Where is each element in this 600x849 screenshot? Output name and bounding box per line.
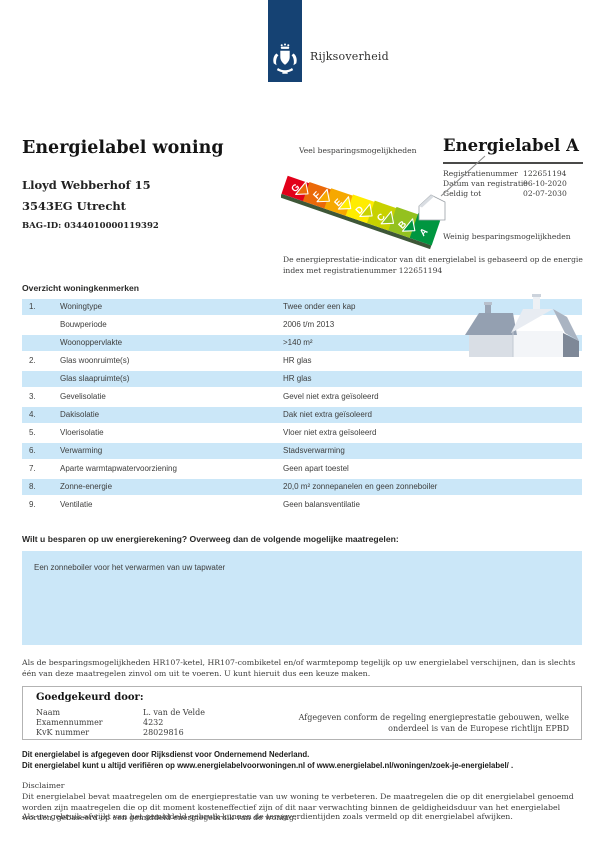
registration-value: 06-10-2020 bbox=[523, 179, 567, 188]
row-label: Vloerisolatie bbox=[60, 428, 104, 437]
svg-text:F: F bbox=[311, 190, 323, 202]
table-row: Woonoppervlakte >140 m² bbox=[22, 335, 582, 351]
registration-label: Geldig tot bbox=[443, 189, 482, 198]
row-label: Ventilatie bbox=[60, 500, 93, 509]
address-line-2: 3543EG Utrecht bbox=[22, 199, 126, 213]
row-number: 7. bbox=[29, 464, 36, 473]
semi-detached-house-illustration bbox=[465, 294, 579, 357]
callout-line bbox=[440, 155, 486, 197]
small-house-on-label-icon bbox=[418, 194, 446, 221]
row-number: 6. bbox=[29, 446, 36, 455]
registration-row: Geldig tot 02-07-2030 bbox=[443, 189, 593, 199]
approval-field: Naam L. van de Velde bbox=[36, 708, 296, 718]
row-number: 3. bbox=[29, 392, 36, 401]
row-number: 4. bbox=[29, 410, 36, 419]
table-row: 3. Gevelisolatie Gevel niet extra geïsolee… bbox=[22, 389, 582, 405]
row-value: HR glas bbox=[283, 374, 312, 383]
measures-box: Een zonneboiler voor het verwarmen van u… bbox=[22, 551, 582, 645]
row-label: Aparte warmtapwatervoorziening bbox=[60, 464, 177, 473]
approval-field-label: KvK nummer bbox=[36, 728, 90, 737]
row-number: 2. bbox=[29, 356, 36, 365]
approval-field-value: 28029816 bbox=[143, 728, 184, 737]
rijksoverheid-wordmark: Rijksoverheid bbox=[310, 50, 389, 63]
verify-statement: Dit energielabel kunt u altijd verifiëre… bbox=[22, 761, 514, 770]
row-value: Gevel niet extra geïsoleerd bbox=[283, 392, 379, 401]
row-label: Zonne-energie bbox=[60, 482, 113, 491]
measures-note: Als de besparingsmogelijkheden HR107-ket… bbox=[22, 658, 576, 678]
registration-value: 122651194 bbox=[523, 169, 567, 178]
row-value: Twee onder een kap bbox=[283, 302, 356, 311]
table-row: 8. Zonne-energie 20,0 m² zonnepanelen en g… bbox=[22, 479, 582, 495]
approval-field-value: L. van de Velde bbox=[143, 708, 205, 717]
row-value: Stadsverwarming bbox=[283, 446, 345, 455]
row-label: Bouwperiode bbox=[60, 320, 107, 329]
row-label: Woningtype bbox=[60, 302, 103, 311]
table-row: Glas slaapruimte(s) HR glas bbox=[22, 371, 582, 387]
row-value: 20,0 m² zonnepanelen en geen zonneboiler bbox=[283, 482, 438, 491]
row-value: Geen balansventilatie bbox=[283, 500, 360, 509]
row-value: HR glas bbox=[283, 356, 312, 365]
title-underline bbox=[443, 162, 583, 164]
row-value: >140 m² bbox=[283, 338, 313, 347]
row-number: 5. bbox=[29, 428, 36, 437]
approval-field-label: Examennummer bbox=[36, 718, 103, 727]
row-label: Glas woonruimte(s) bbox=[60, 356, 130, 365]
scale-arrow-icons bbox=[295, 181, 416, 232]
approval-heading: Goedgekeurd door: bbox=[36, 692, 144, 703]
disclaimer-paragraph-1: Dit energielabel bevat maatregelen om de… bbox=[22, 792, 574, 823]
table-row: 1. Woningtype Twee onder een kap bbox=[22, 299, 582, 315]
conform-statement: Afgegeven conform de regeling energiepre… bbox=[298, 713, 569, 733]
energy-scale-graphic: G F E D C B A bbox=[281, 155, 486, 250]
table-row: 5. Vloerisolatie Vloer niet extra geïsolee… bbox=[22, 425, 582, 441]
row-value: 2006 t/m 2013 bbox=[283, 320, 335, 329]
rijksoverheid-banner bbox=[268, 0, 302, 82]
address-line-1: Lloyd Webberhof 15 bbox=[22, 178, 151, 192]
row-label: Verwarming bbox=[60, 446, 103, 455]
table-row: 2. Glas woonruimte(s) HR glas bbox=[22, 353, 582, 369]
row-value: Dak niet extra geïsoleerd bbox=[283, 410, 372, 419]
scale-note: De energieprestatie-indicator van dit en… bbox=[283, 255, 583, 275]
registration-value: 02-07-2030 bbox=[523, 189, 567, 198]
characteristics-heading: Overzicht woningkenmerken bbox=[22, 283, 140, 293]
row-value: Vloer niet extra geïsoleerd bbox=[283, 428, 377, 437]
scale-caption-bottom: Weinig besparingsmogelijkheden bbox=[443, 232, 571, 241]
registration-label: Datum van registratie bbox=[443, 179, 528, 188]
table-row: 6. Verwarming Stadsverwarming bbox=[22, 443, 582, 459]
issued-by-statement: Dit energielabel is afgegeven door Rijks… bbox=[22, 750, 310, 759]
energy-label-class-title: Energielabel A bbox=[443, 136, 579, 155]
table-row: 4. Dakisolatie Dak niet extra geïsoleerd bbox=[22, 407, 582, 423]
row-number: 1. bbox=[29, 302, 36, 311]
scale-caption-top: Veel besparingsmogelijkheden bbox=[299, 146, 417, 155]
approval-field-value: 4232 bbox=[143, 718, 164, 727]
bag-id: BAG-ID: 0344010000119392 bbox=[22, 221, 159, 231]
approval-field: Examennummer 4232 bbox=[36, 718, 296, 728]
table-row: 9. Ventilatie Geen balansventilatie bbox=[22, 497, 582, 513]
row-number: 8. bbox=[29, 482, 36, 491]
registration-label: Registratienummer bbox=[443, 169, 518, 178]
table-row: 7. Aparte warmtapwatervoorziening Geen apa… bbox=[22, 461, 582, 477]
registration-row: Registratienummer 122651194 bbox=[443, 169, 593, 179]
rijksoverheid-coat-of-arms-icon bbox=[273, 43, 297, 74]
row-label: Dakisolatie bbox=[60, 410, 100, 419]
page-title: Energielabel woning bbox=[22, 138, 224, 158]
measure-item: Een zonneboiler voor het verwarmen van u… bbox=[34, 563, 226, 572]
registration-row: Datum van registratie 06-10-2020 bbox=[443, 179, 593, 189]
approval-box: Goedgekeurd door: Naam L. van de Velde E… bbox=[22, 686, 582, 740]
disclaimer-paragraph-2: Als uw gebruik afwijkt van het gemiddeld… bbox=[22, 812, 513, 821]
row-number: 9. bbox=[29, 500, 36, 509]
characteristics-table: 1. Woningtype Twee onder een kap Bouwperio… bbox=[22, 299, 582, 515]
measures-heading: Wilt u besparen op uw energierekening? O… bbox=[22, 534, 399, 544]
disclaimer-title: Disclaimer bbox=[22, 781, 65, 790]
row-value: Geen apart toestel bbox=[283, 464, 349, 473]
row-label: Glas slaapruimte(s) bbox=[60, 374, 130, 383]
approval-field-label: Naam bbox=[36, 708, 61, 717]
table-row: Bouwperiode 2006 t/m 2013 bbox=[22, 317, 582, 333]
row-label: Woonoppervlakte bbox=[60, 338, 123, 347]
row-label: Gevelisolatie bbox=[60, 392, 106, 401]
approval-field: KvK nummer 28029816 bbox=[36, 728, 296, 738]
